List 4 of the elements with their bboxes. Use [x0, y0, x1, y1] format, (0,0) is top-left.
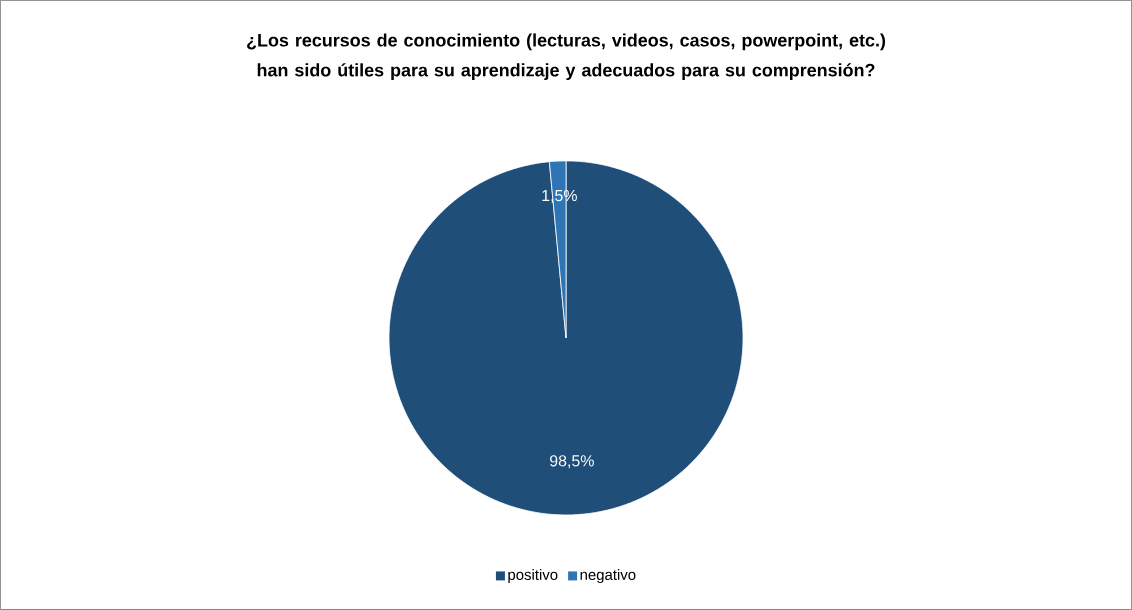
- chart-title: ¿Los recursos de conocimiento (lecturas, videos, casos, powerpoint, etc.) han sido útiles para su aprendizaje y adecuados para su comprensión?: [247, 33, 886, 81]
- data-label: 98,5%: [550, 455, 594, 469]
- legend-label: negativo: [580, 569, 636, 584]
- legend-label: positivo: [508, 569, 558, 584]
